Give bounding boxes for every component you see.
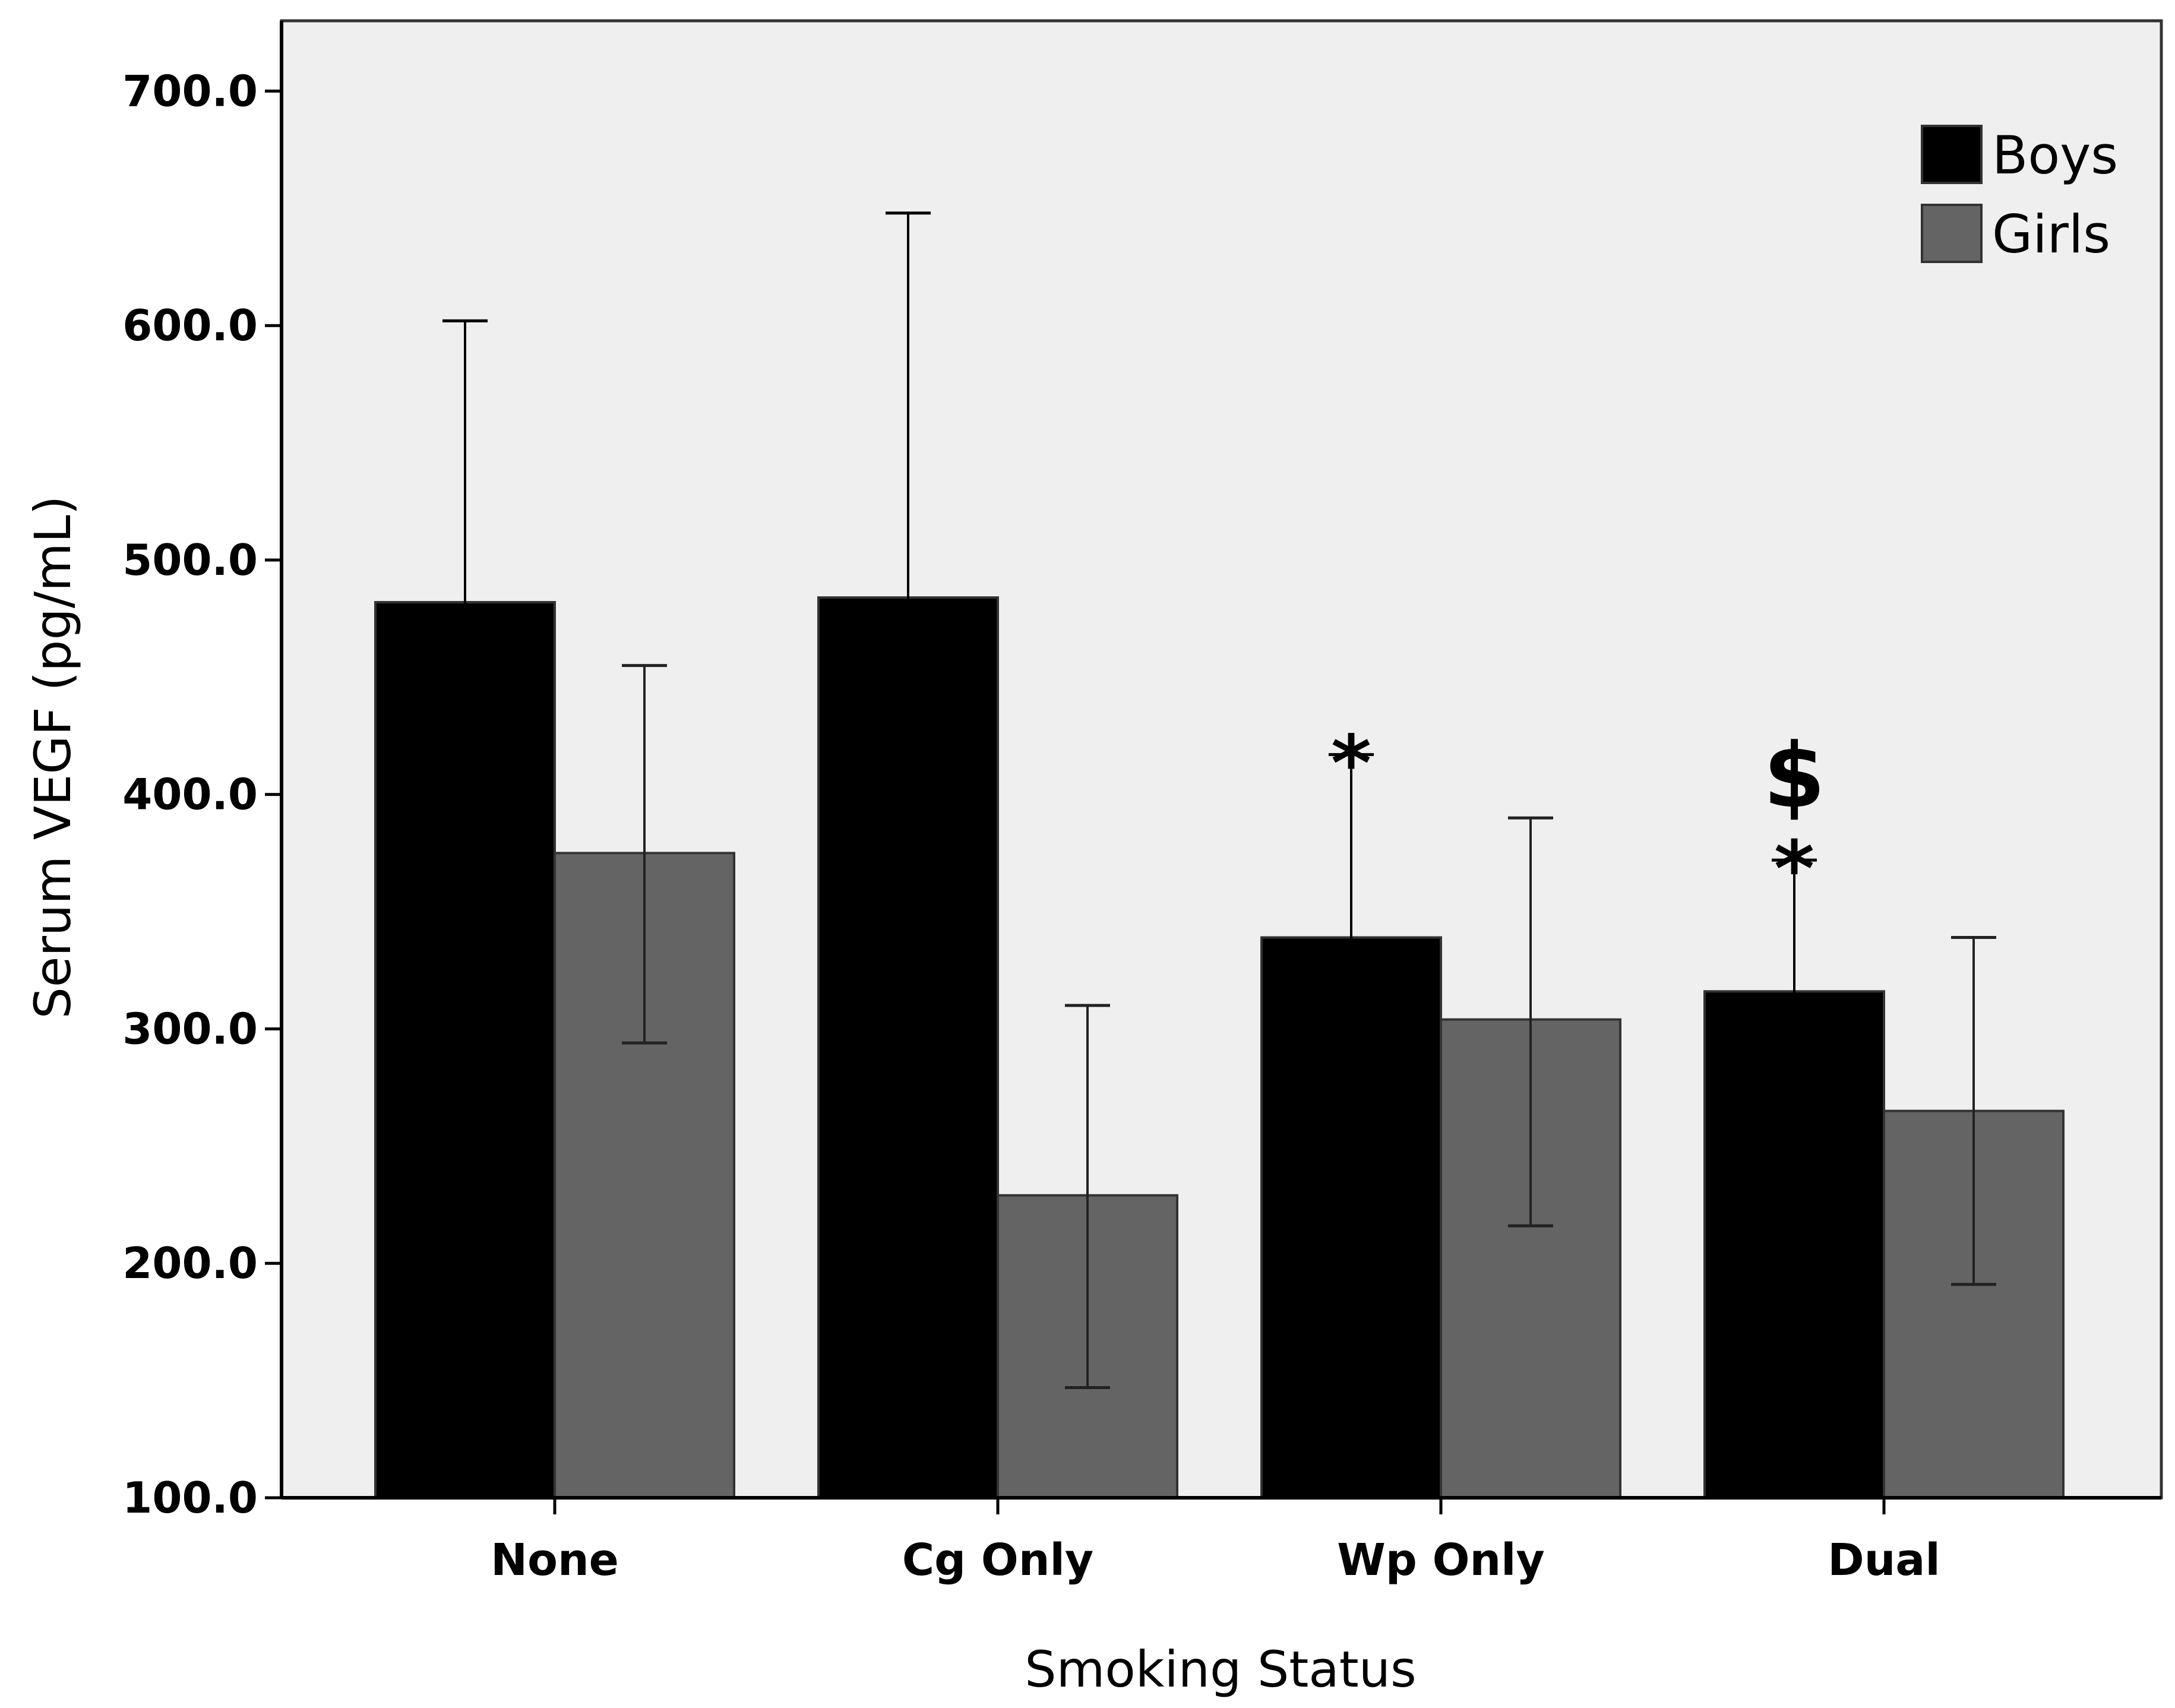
legend-label-girls: Girls — [1992, 204, 2110, 265]
y-tick-label: 200.0 — [122, 1238, 258, 1288]
error-bar-boys-none — [442, 319, 488, 796]
error-bar-girls-none — [622, 664, 667, 1045]
y-tick-label: 500.0 — [122, 535, 258, 585]
legend-label-boys: Boys — [1992, 125, 2118, 186]
error-bar-boys-cg-only — [886, 211, 931, 792]
y-tick-label: 600.0 — [122, 301, 258, 350]
legend-swatch-girls — [1921, 204, 1983, 263]
annotation-asterisk-dual: * — [1774, 824, 1814, 914]
x-axis-title: Smoking Status — [1025, 1640, 1416, 1698]
y-tick-label: 400.0 — [122, 770, 258, 820]
y-tick-label: 700.0 — [122, 66, 258, 116]
y-tick-label: 100.0 — [122, 1473, 258, 1523]
y-tick-label: 300.0 — [122, 1004, 258, 1054]
error-bar-boys-dual — [1772, 858, 1817, 1094]
error-bar-girls-cg-only — [1065, 1004, 1110, 1389]
x-tick-label-wp-only: Wp Only — [1337, 1535, 1545, 1586]
x-tick-label-cg-only: Cg Only — [902, 1535, 1093, 1586]
annotation-asterisk-wp-only: * — [1331, 719, 1371, 809]
x-tick-label-none: None — [491, 1535, 619, 1586]
y-axis-title: Serum VEGF (pg/mL) — [24, 495, 82, 1019]
legend-swatch-boys — [1921, 125, 1983, 184]
legend: Boys Girls — [1921, 125, 2118, 265]
error-bar-girls-wp-only — [1508, 816, 1553, 1228]
error-bar-boys-wp-only — [1329, 753, 1374, 1042]
error-bar-girls-dual — [1951, 936, 1996, 1286]
x-tick-label-dual: Dual — [1828, 1535, 1940, 1586]
annotation-dollar-dual: $ — [1763, 725, 1825, 828]
